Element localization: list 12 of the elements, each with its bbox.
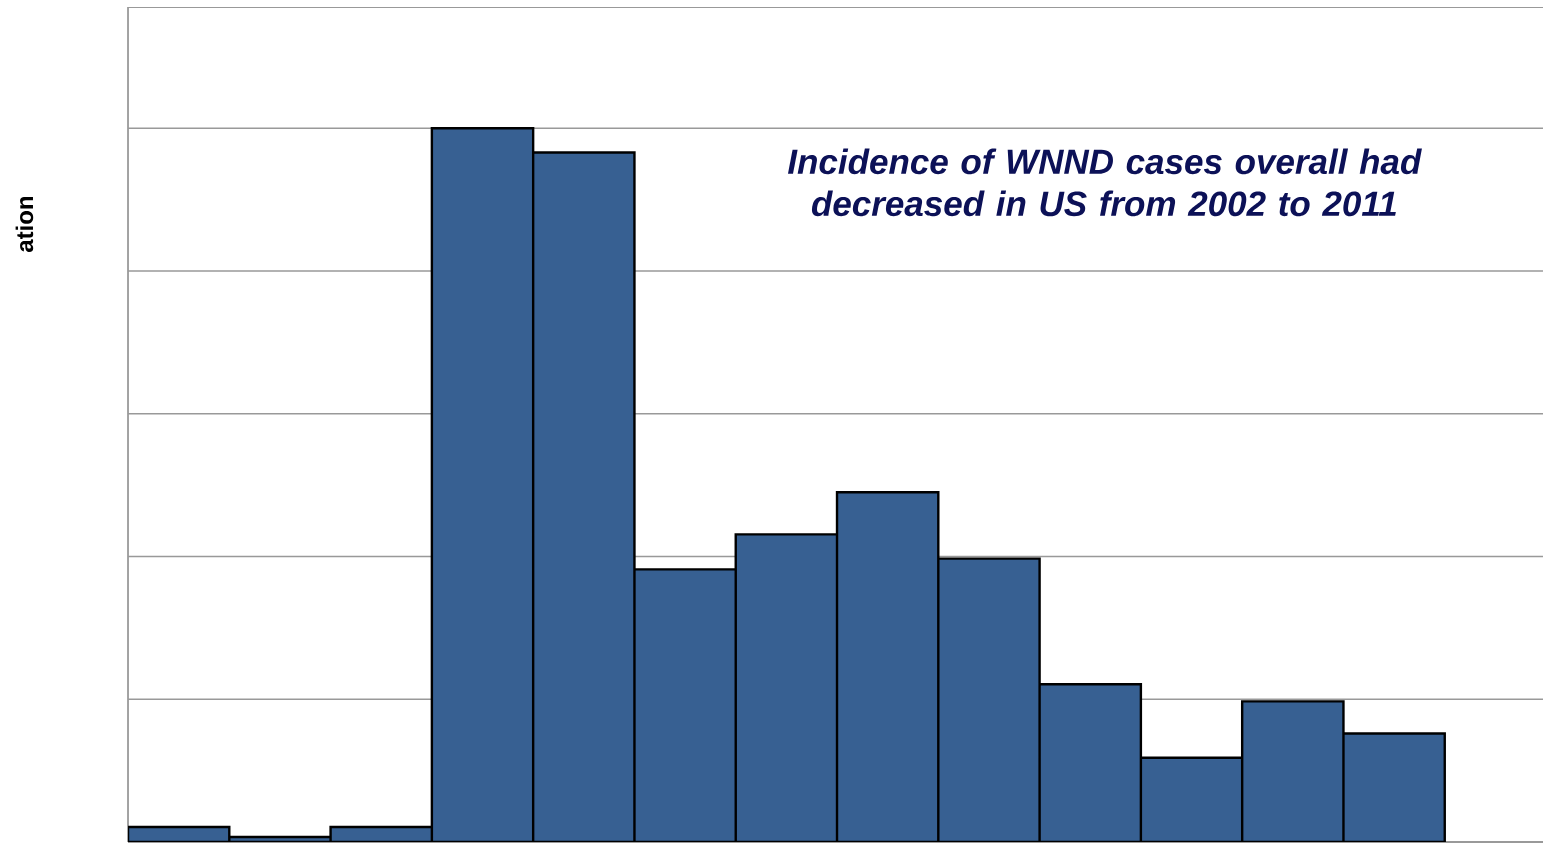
bar	[1240, 700, 1345, 842]
bar	[835, 491, 940, 842]
bar	[1139, 756, 1244, 842]
y-axis-title: ation	[15, 196, 34, 253]
bar	[734, 533, 839, 842]
bar	[1038, 683, 1143, 842]
bar	[937, 557, 1041, 842]
bar	[1342, 732, 1446, 842]
bar	[633, 568, 737, 842]
bar	[430, 127, 535, 842]
bar	[531, 151, 636, 842]
annotation: Incidence of WNND cases overall had decreased in US from 2002 to 2011	[787, 148, 1422, 217]
